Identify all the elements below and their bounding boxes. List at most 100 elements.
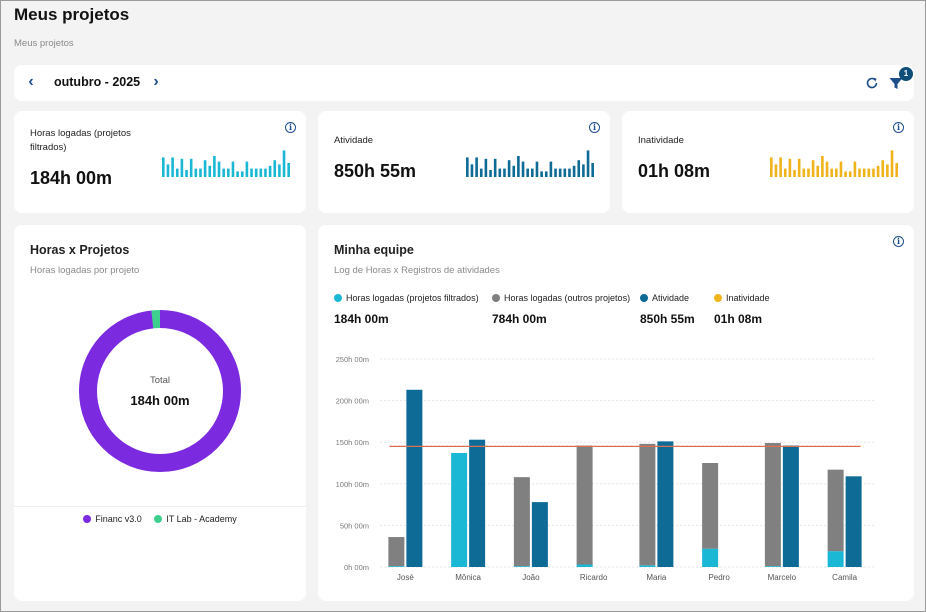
bar-activity (469, 439, 486, 567)
spark-bar (194, 168, 198, 177)
info-icon[interactable]: i (589, 122, 600, 133)
kpi-value: 850h 55m (334, 161, 417, 181)
spark-bar (236, 171, 239, 177)
chevron-left-icon[interactable]: ‹ (28, 73, 34, 90)
spark-bar (554, 168, 557, 177)
spark-bar (175, 168, 179, 177)
spark-bar (203, 160, 207, 177)
spark-bar (811, 160, 815, 177)
spark-bar (208, 165, 212, 177)
kpi-title: Atividade (334, 135, 374, 146)
y-tick-label: 150h 00m (336, 438, 369, 447)
legend-item-hours-filtered[interactable]: Horas logadas (projetos filtrados) (334, 293, 479, 303)
spark-bar (493, 158, 497, 177)
legend-item-activity[interactable]: Atividade (640, 293, 689, 303)
chevron-right-icon[interactable]: › (153, 73, 159, 90)
spark-bar (568, 168, 571, 177)
spark-bar (489, 170, 492, 177)
spark-bar (807, 168, 810, 177)
kpi-value: 01h 08m (638, 161, 711, 181)
filter-count-badge: 1 (899, 67, 913, 81)
legend-label: Financ v3.0 (95, 514, 142, 524)
spark-bar (881, 160, 885, 177)
spark-bar (231, 161, 235, 177)
spark-bar (572, 165, 576, 177)
spark-bar (479, 168, 483, 177)
bar-hours-filtered (827, 551, 844, 567)
spark-bar (544, 171, 548, 177)
y-tick-label: 100h 00m (336, 480, 369, 489)
page-title: Meus projetos (14, 5, 130, 24)
spark-bar (844, 171, 847, 177)
project-donut-chart: Total 184h 00m (79, 310, 241, 472)
spark-bar (171, 157, 174, 177)
spark-bar (770, 157, 773, 177)
legend-dot (492, 294, 500, 302)
bar-activity (845, 476, 862, 567)
month-label: outubro - 2025 (54, 75, 141, 89)
spark-bar (540, 171, 543, 177)
bar-hours-other (764, 443, 781, 567)
legend-value: 184h 00m (334, 312, 389, 326)
bar-hours-filtered (702, 548, 719, 567)
spark-bar (549, 161, 553, 177)
spark-bar (217, 161, 221, 177)
spark-bar (853, 161, 857, 177)
spark-bar (816, 165, 820, 177)
x-tick-label: Mônica (455, 573, 481, 582)
spark-bar (835, 168, 838, 177)
y-tick-label: 250h 00m (336, 355, 369, 364)
info-icon[interactable]: i (285, 122, 296, 133)
legend-dot (154, 515, 163, 523)
spark-bar (245, 161, 249, 177)
spark-bar (259, 168, 263, 177)
x-tick-label: Maria (646, 573, 667, 582)
spark-bar (872, 168, 875, 177)
sparkline (466, 150, 594, 177)
bar-hours-other (388, 537, 405, 567)
bar-hours-filtered (451, 453, 468, 567)
spark-bar (517, 156, 520, 177)
legend-item-hours-other[interactable]: Horas logadas (outros projetos) (492, 293, 630, 303)
bar-hours-other (827, 469, 844, 552)
bar-activity (406, 389, 423, 567)
x-tick-label: José (397, 573, 414, 582)
legend-label: Atividade (652, 293, 690, 303)
legend-dot (714, 294, 722, 302)
spark-bar (839, 161, 843, 177)
spark-bar (189, 158, 193, 177)
spark-bar (264, 168, 267, 177)
spark-bar (862, 168, 866, 177)
donut-center-label: Total (150, 375, 170, 386)
card-subtitle: Log de Horas x Registros de atividades (334, 265, 500, 276)
spark-bar (895, 163, 898, 177)
spark-bar (876, 165, 880, 177)
spark-bar (484, 158, 488, 177)
donut-slice (79, 310, 241, 472)
kpi-title: Horas logadas (projetos filtrados) (30, 128, 131, 153)
legend-value: 01h 08m (714, 312, 763, 326)
spark-bar (507, 160, 511, 177)
spark-bar (558, 168, 562, 177)
info-icon[interactable]: i (893, 122, 904, 133)
bar-hours-other (513, 477, 530, 567)
filter-icon[interactable] (888, 75, 904, 91)
legend-item-inactivity[interactable]: Inatividade (714, 293, 770, 303)
spark-bar (821, 156, 824, 177)
bar-hours-other (576, 445, 593, 565)
refresh-icon[interactable] (864, 75, 880, 91)
bar-activity (657, 441, 674, 567)
x-tick-label: Camila (832, 573, 857, 582)
y-tick-label: 50h 00m (340, 521, 369, 530)
kpi-card-hours-filtered: Horas logadas (projetos filtrados) 184h … (14, 111, 306, 213)
legend-item-it-lab[interactable]: IT Lab - Academy (154, 514, 237, 524)
info-icon[interactable]: i (893, 236, 904, 247)
spark-bar (512, 165, 516, 177)
spark-bar (498, 168, 502, 177)
spark-bar (526, 168, 529, 177)
spark-bar (282, 150, 286, 177)
legend-item-financ[interactable]: Financ v3.0 (83, 514, 142, 524)
spark-bar (199, 168, 202, 177)
legend-value: 850h 55m (640, 312, 695, 326)
spark-bar (783, 168, 787, 177)
